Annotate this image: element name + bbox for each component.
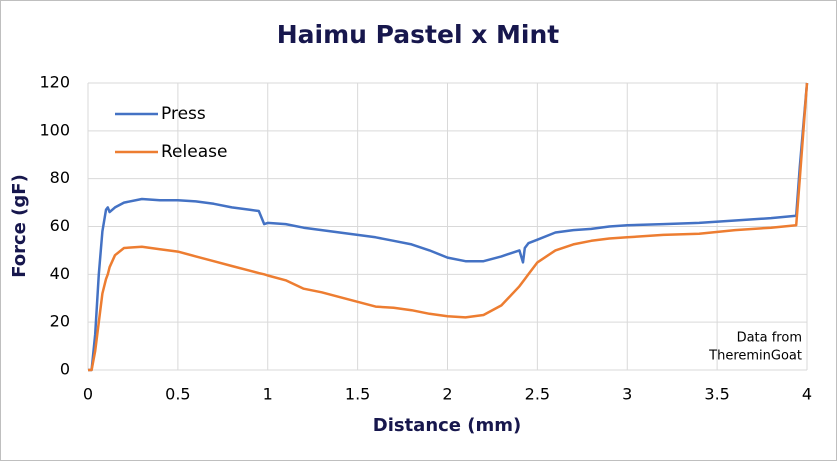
chart-title: Haimu Pastel x Mint [277, 20, 560, 49]
legend-label: Release [161, 142, 227, 162]
x-tick-label: 3 [622, 385, 632, 404]
series-line [88, 82, 809, 372]
x-axis-label: Distance (mm) [373, 415, 522, 436]
y-axis-label: Force (gF) [9, 174, 30, 278]
annotation: Data from [737, 331, 802, 346]
x-tick-label: 4 [802, 385, 812, 404]
x-tick-label: 2 [442, 385, 452, 404]
x-tick-label: 1 [263, 385, 273, 404]
y-tick-label: 100 [39, 120, 70, 139]
y-tick-label: 80 [50, 168, 70, 187]
x-tick-label: 3.5 [704, 385, 729, 404]
y-tick-label: 120 [39, 73, 70, 92]
x-tick-label: 0 [83, 385, 93, 404]
legend-label: Press [161, 104, 206, 124]
y-tick-label: 60 [50, 216, 70, 235]
series-line [88, 82, 809, 372]
x-tick-label: 1.5 [345, 385, 370, 404]
y-tick-label: 40 [50, 264, 70, 283]
x-tick-label: 2.5 [525, 385, 550, 404]
annotation: ThereminGoat [708, 349, 802, 364]
y-tick-label: 20 [50, 312, 70, 331]
x-tick-label: 0.5 [165, 385, 190, 404]
y-tick-label: 0 [60, 360, 70, 379]
